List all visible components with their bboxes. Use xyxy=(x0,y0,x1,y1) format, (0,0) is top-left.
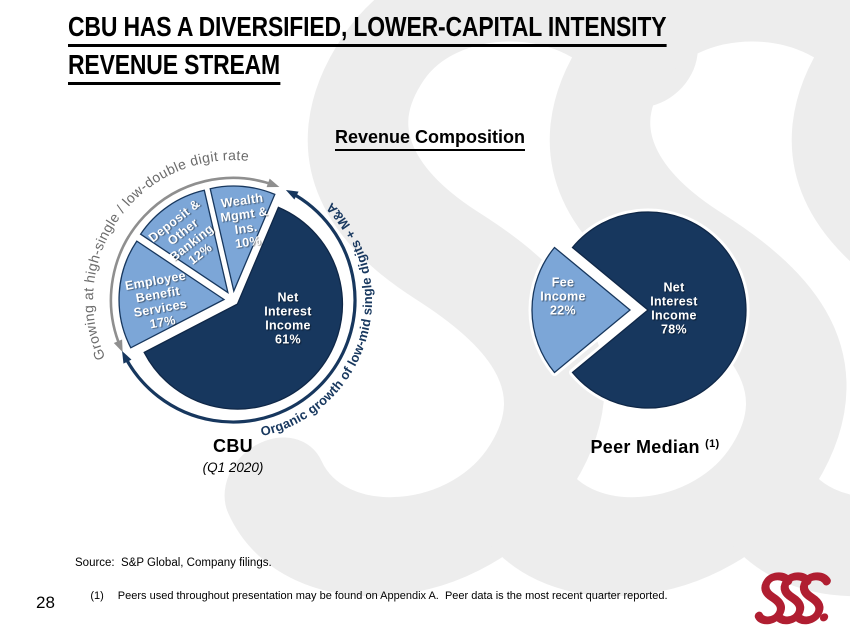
pie-slice-net-interest-income xyxy=(571,211,747,409)
pie-slice-wealth-mgmt-ins- xyxy=(209,185,276,294)
company-logo xyxy=(754,572,831,625)
cbu-pie-labels: Net Interest Income 61%EmployeeBenefitServi… xyxy=(124,190,312,347)
slide-title-line-2: REVENUE STREAM xyxy=(68,50,280,85)
cbu-chart-label: CBU xyxy=(213,436,253,456)
section-title-text: Revenue Composition xyxy=(334,127,526,151)
slice-label-wealth-mgmt-ins-: WealthMgmt &Ins.10% xyxy=(218,190,273,252)
nii-growth-arrow-navy xyxy=(122,189,357,424)
pie-slice-net-interest-income xyxy=(143,206,344,410)
source-label: Source: xyxy=(75,557,115,569)
pie-slice-fee-income xyxy=(531,246,632,374)
cbu-chart-sublabel: (Q1 2020) xyxy=(202,460,264,475)
source-line: Source: S&P Global, Company filings. xyxy=(75,557,272,569)
logo-link-1 xyxy=(754,572,793,625)
slice-label-net-interest-income: Net Interest Income 78% xyxy=(650,281,698,337)
source-text: S&P Global, Company filings. xyxy=(121,557,272,569)
pie-slice-deposit-other-banking xyxy=(139,189,229,295)
cbu-pie-chart: Growing at high-single / low-double digi… xyxy=(80,147,375,439)
peer-chart-label-text: Peer Median xyxy=(590,437,700,457)
footnote-line: (1) Peers used throughout presentation ma… xyxy=(72,578,668,614)
logo-dot xyxy=(819,613,829,622)
slice-label-net-interest-income: Net Interest Income 61% xyxy=(264,291,312,347)
page-number: 28 xyxy=(36,593,55,612)
logo-link-2 xyxy=(774,572,812,625)
peer-footnote-superscript: (1) xyxy=(705,438,720,450)
peer-chart-label: Peer Median (1) xyxy=(545,437,765,458)
footnote-marker: (1) xyxy=(90,590,104,602)
slide-title-line-1: CBU HAS A DIVERSIFIED, LOWER-CAPITAL INT… xyxy=(68,12,667,47)
logo-link-3 xyxy=(793,572,831,625)
section-title: Revenue Composition xyxy=(280,127,580,151)
slide-title: CBU HAS A DIVERSIFIED, LOWER-CAPITAL INT… xyxy=(68,12,667,88)
cbu-pie-slices xyxy=(115,182,346,413)
peer-pie-labels: Net Interest Income 78% Fee Income 22% xyxy=(540,276,698,337)
footnote-text: Peers used throughout presentation may b… xyxy=(117,590,668,602)
peer-pie-slices xyxy=(528,208,750,412)
slice-label-fee-income: Fee Income 22% xyxy=(540,276,586,318)
pie-slice-employee-benefit-services xyxy=(118,240,226,349)
peer-pie-chart: Net Interest Income 78% Fee Income 22% xyxy=(528,208,750,412)
